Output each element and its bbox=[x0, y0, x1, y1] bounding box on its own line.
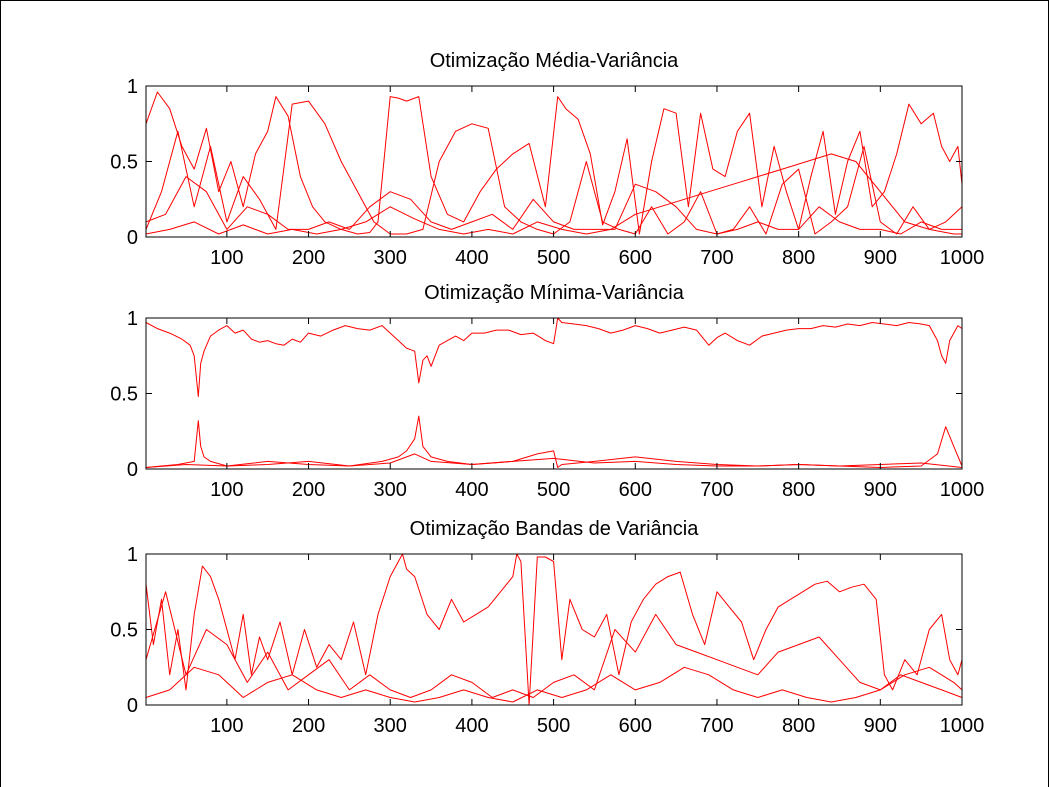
y-tick-label: 0.5 bbox=[110, 620, 138, 642]
x-tick-label: 400 bbox=[455, 715, 488, 737]
x-tick-label: 700 bbox=[700, 247, 733, 269]
x-tick-label: 200 bbox=[292, 479, 325, 501]
x-tick-label: 300 bbox=[374, 479, 407, 501]
x-tick-label: 600 bbox=[619, 247, 652, 269]
x-tick-label: 300 bbox=[374, 247, 407, 269]
x-tick-label: 500 bbox=[537, 479, 570, 501]
x-tick-label: 500 bbox=[537, 715, 570, 737]
chart-title: Otimização Média-Variância bbox=[430, 50, 679, 72]
x-tick-label: 100 bbox=[210, 715, 243, 737]
x-tick-label: 200 bbox=[292, 715, 325, 737]
x-tick-label: 900 bbox=[864, 479, 897, 501]
x-tick-label: 600 bbox=[619, 479, 652, 501]
x-tick-label: 100 bbox=[210, 479, 243, 501]
y-tick-label: 1 bbox=[127, 544, 138, 566]
x-tick-label: 100 bbox=[210, 247, 243, 269]
y-tick-label: 0.5 bbox=[110, 384, 138, 406]
y-tick-label: 1 bbox=[127, 76, 138, 98]
x-tick-label: 700 bbox=[700, 479, 733, 501]
x-tick-label: 900 bbox=[864, 247, 897, 269]
x-tick-label: 1000 bbox=[940, 715, 985, 737]
x-tick-label: 600 bbox=[619, 715, 652, 737]
x-tick-label: 800 bbox=[782, 715, 815, 737]
y-tick-label: 0 bbox=[127, 459, 138, 481]
x-tick-label: 1000 bbox=[940, 479, 985, 501]
x-tick-label: 800 bbox=[782, 479, 815, 501]
x-tick-label: 200 bbox=[292, 247, 325, 269]
y-tick-label: 0 bbox=[127, 695, 138, 717]
x-tick-label: 700 bbox=[700, 715, 733, 737]
y-tick-label: 0 bbox=[127, 227, 138, 249]
y-tick-label: 1 bbox=[127, 308, 138, 330]
x-tick-label: 400 bbox=[455, 479, 488, 501]
chart-title: Otimização Mínima-Variância bbox=[424, 282, 685, 304]
x-tick-label: 300 bbox=[374, 715, 407, 737]
y-tick-label: 0.5 bbox=[110, 152, 138, 174]
x-tick-label: 400 bbox=[455, 247, 488, 269]
x-tick-label: 800 bbox=[782, 247, 815, 269]
x-tick-label: 900 bbox=[864, 715, 897, 737]
x-tick-label: 500 bbox=[537, 247, 570, 269]
x-tick-label: 1000 bbox=[940, 247, 985, 269]
chart-title: Otimização Bandas de Variância bbox=[410, 518, 700, 540]
